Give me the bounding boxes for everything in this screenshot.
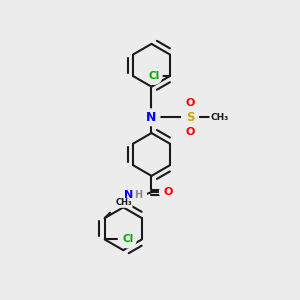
- Circle shape: [120, 231, 136, 248]
- Circle shape: [160, 184, 176, 200]
- Circle shape: [130, 187, 146, 203]
- Circle shape: [182, 123, 198, 140]
- Text: Cl: Cl: [148, 71, 159, 81]
- Text: CH₃: CH₃: [116, 198, 132, 207]
- Circle shape: [182, 109, 198, 126]
- Text: O: O: [163, 187, 172, 197]
- Text: CH₃: CH₃: [210, 113, 228, 122]
- Text: Cl: Cl: [122, 235, 134, 244]
- Circle shape: [182, 95, 198, 111]
- Text: O: O: [185, 98, 195, 108]
- Text: N: N: [146, 111, 157, 124]
- Circle shape: [145, 68, 162, 84]
- Text: H: H: [134, 190, 142, 200]
- Circle shape: [143, 109, 160, 126]
- Text: N: N: [124, 190, 133, 200]
- Text: O: O: [185, 127, 195, 136]
- Text: S: S: [186, 111, 194, 124]
